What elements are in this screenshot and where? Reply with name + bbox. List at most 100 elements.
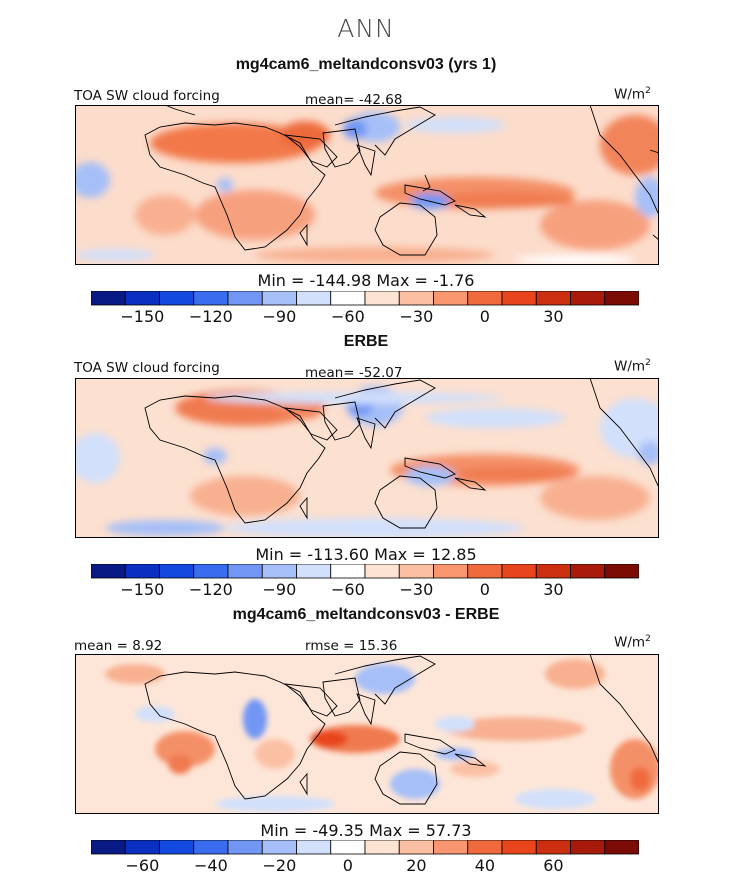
- panel3-minmax: Min = -49.35 Max = 57.73: [260, 821, 472, 840]
- colorbar-swatch: [159, 564, 195, 579]
- panel3-map: [75, 654, 659, 814]
- panel3-max-value: 57.73: [425, 821, 472, 840]
- colorbar-tick-label: −20: [262, 856, 296, 875]
- colorbar-swatch: [570, 291, 606, 306]
- colorbar-swatch: [501, 291, 537, 306]
- colorbar-swatch: [433, 564, 469, 579]
- panel2-max-value: 12.85: [430, 545, 477, 564]
- colorbar-tick-label: −120: [189, 580, 233, 599]
- colorbar-swatch: [227, 840, 263, 855]
- panel2-title: ERBE: [343, 333, 389, 350]
- panel1-minmax: Min = -144.98 Max = -1.76: [257, 271, 475, 290]
- colorbar-swatch: [501, 840, 537, 855]
- colorbar-swatch: [570, 564, 606, 579]
- panel2-variable-label: TOA SW cloud forcing: [74, 360, 220, 376]
- colorbar-tick-label: −120: [189, 307, 233, 326]
- colorbar-swatch: [398, 840, 434, 855]
- panel1-colorbar: −150 −120 −90 −60 −30 0 30: [91, 291, 639, 326]
- colorbar-swatch: [330, 564, 366, 579]
- colorbar-swatch: [604, 564, 639, 579]
- colorbar-swatch: [570, 840, 606, 855]
- panel2-mean-value: -52.07: [358, 365, 403, 381]
- colorbar-swatch: [467, 291, 503, 306]
- colorbar-tick-label: 60: [543, 856, 563, 875]
- colorbar-swatch: [227, 291, 263, 306]
- colorbar-tick-label: 0: [480, 307, 490, 326]
- colorbar-tick-label: −60: [331, 580, 365, 599]
- colorbar-swatch: [124, 291, 160, 306]
- colorbar-swatch: [364, 840, 400, 855]
- panel1-mean-value: -42.68: [358, 92, 403, 108]
- colorbar-swatch: [296, 564, 332, 579]
- colorbar-swatch: [124, 564, 160, 579]
- colorbar-tick-label: −30: [399, 580, 433, 599]
- panel2-minmax: Min = -113.60 Max = 12.85: [255, 545, 477, 564]
- colorbar-tick-label: −60: [331, 307, 365, 326]
- panel3-colorbar: −60 −40 −20 0 20 40 60: [91, 840, 639, 875]
- colorbar-swatch: [364, 564, 400, 579]
- panel3-mean: mean = 8.92: [74, 638, 163, 654]
- panel1-title: mg4cam6_meltandconsv03 (yrs 1): [235, 56, 497, 73]
- colorbar-swatch: [193, 564, 229, 579]
- colorbar-swatch: [261, 564, 297, 579]
- panel3-title: mg4cam6_meltandconsv03 - ERBE: [232, 606, 500, 623]
- colorbar-tick-label: −90: [262, 307, 296, 326]
- colorbar-swatch: [330, 291, 366, 306]
- colorbar-swatch: [467, 840, 503, 855]
- colorbar-swatch: [193, 840, 229, 855]
- panel1-units: W/m2: [614, 86, 651, 103]
- colorbar-tick-label: 30: [543, 307, 563, 326]
- colorbar-swatch: [467, 564, 503, 579]
- colorbar-swatch: [604, 840, 639, 855]
- panel3-mean-value: 8.92: [132, 638, 163, 654]
- colorbar-swatch: [261, 291, 297, 306]
- season-title: ANN: [337, 14, 395, 43]
- panel3-rmse: rmse = 15.36: [305, 638, 398, 654]
- colorbar-tick-label: 20: [406, 856, 426, 875]
- colorbar-tick-label: 0: [343, 856, 353, 875]
- panel3-coastlines: [144, 654, 659, 805]
- colorbar-swatch: [91, 291, 126, 306]
- colorbar-swatch: [433, 840, 469, 855]
- colorbar-swatch: [91, 840, 126, 855]
- panel2-coastlines: [144, 378, 659, 529]
- colorbar-tick-label: −60: [125, 856, 159, 875]
- colorbar-tick-label: 30: [543, 580, 563, 599]
- colorbar-swatch: [330, 840, 366, 855]
- colorbar-tick-label: −40: [194, 856, 228, 875]
- panel3-units: W/m2: [614, 634, 651, 651]
- colorbar-swatch: [261, 840, 297, 855]
- panel1-mean: mean= -42.68: [305, 92, 403, 108]
- colorbar-swatch: [535, 840, 571, 855]
- panel3-rmse-value: 15.36: [358, 638, 398, 654]
- panel1-map: [75, 105, 659, 265]
- panel2-colorbar: −150 −120 −90 −60 −30 0 30: [91, 564, 639, 599]
- colorbar-swatch: [535, 564, 571, 579]
- panel1-max-value: -1.76: [433, 271, 475, 290]
- panel2-map: [75, 378, 659, 538]
- panel3-min-value: -49.35: [312, 821, 364, 840]
- colorbar-swatch: [91, 564, 126, 579]
- colorbar-swatch: [159, 291, 195, 306]
- colorbar-tick-label: −90: [262, 580, 296, 599]
- colorbar-swatch: [364, 291, 400, 306]
- colorbar-swatch: [535, 291, 571, 306]
- colorbar-swatch: [227, 564, 263, 579]
- colorbar-tick-label: −150: [120, 307, 164, 326]
- panel2-mean: mean= -52.07: [305, 365, 403, 381]
- colorbar-swatch: [604, 291, 639, 306]
- colorbar-swatch: [296, 840, 332, 855]
- colorbar-swatch: [501, 564, 537, 579]
- colorbar-swatch: [433, 291, 469, 306]
- colorbar-swatch: [296, 291, 332, 306]
- colorbar-swatch: [398, 291, 434, 306]
- panel2-min-value: -113.60: [307, 545, 370, 564]
- colorbar-swatch: [193, 291, 229, 306]
- colorbar-swatch: [124, 840, 160, 855]
- colorbar-tick-label: −150: [120, 580, 164, 599]
- panel1-coastlines: [144, 105, 659, 256]
- colorbar-tick-label: 0: [480, 580, 490, 599]
- colorbar-swatch: [159, 840, 195, 855]
- colorbar-tick-label: −30: [399, 307, 433, 326]
- panel2-units: W/m2: [614, 358, 651, 375]
